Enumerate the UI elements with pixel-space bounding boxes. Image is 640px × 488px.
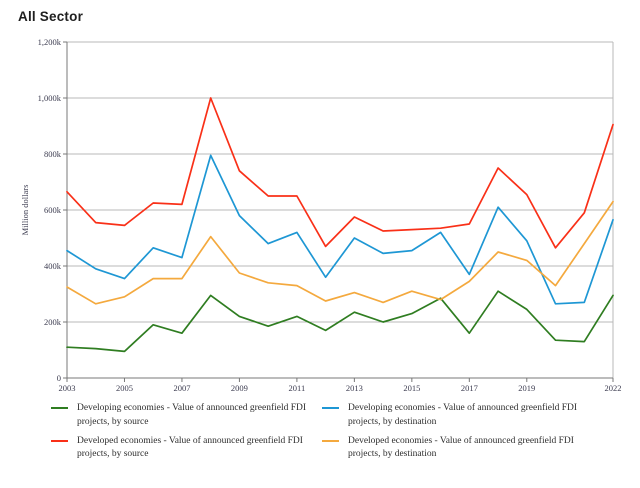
legend-label: Developing economies - Value of announce…: [348, 403, 578, 427]
series-line-2: [66, 97, 614, 249]
x-tick-label: 2015: [403, 383, 420, 393]
y-tick-label: 1,200k: [38, 37, 62, 47]
line-chart-svg: 0 200k 400k 600k 800k 1,000k 1,200k 2003 2005 200…: [20, 37, 622, 393]
legend-marker-developed-source: [51, 439, 68, 442]
y-tick-label: 600k: [44, 205, 62, 215]
x-tick-label: 2013: [346, 383, 363, 393]
chart-title: All Sector: [18, 9, 84, 24]
legend-item-developing-source: Developing economies - Value of announce…: [51, 402, 322, 430]
legend-item-developing-destination: Developing economies - Value of announce…: [322, 402, 593, 430]
y-tick-label: 400k: [44, 261, 62, 271]
legend-label: Developed economies - Value of announced…: [348, 435, 574, 460]
x-tick-label: 2017: [461, 383, 478, 393]
x-tick-label: 2011: [289, 383, 306, 393]
x-tick-label: 2019: [518, 383, 535, 393]
legend-marker-developing-source: [51, 407, 68, 409]
x-tick-label: 2003: [59, 383, 76, 393]
legend-label: Developing economies - Value of announce…: [77, 403, 307, 427]
chart-legend: Developing economies - Value of announce…: [51, 402, 593, 462]
x-tick-label: 2022: [605, 383, 622, 393]
y-tick-label: 1,000k: [38, 93, 62, 103]
x-tick-label: 2005: [116, 383, 133, 393]
legend-item-developed-source: Developed economies - Value of announced…: [51, 435, 322, 463]
legend-marker-developing-destination: [322, 407, 339, 409]
series-line-1: [66, 154, 614, 305]
y-tick-label: 800k: [44, 149, 62, 159]
y-tick-label: 0: [57, 373, 61, 383]
legend-item-developed-destination: Developed economies - Value of announced…: [322, 435, 593, 463]
x-tick-label: 2007: [173, 383, 190, 393]
y-axis-title: Million dollars: [20, 185, 30, 236]
series-line-0: [66, 290, 614, 353]
x-tick-label: 2009: [231, 383, 248, 393]
y-tick-label: 200k: [44, 317, 62, 327]
legend-marker-developed-destination: [322, 439, 339, 442]
series-line-3: [66, 200, 614, 305]
legend-label: Developed economies - Value of announced…: [77, 435, 303, 460]
